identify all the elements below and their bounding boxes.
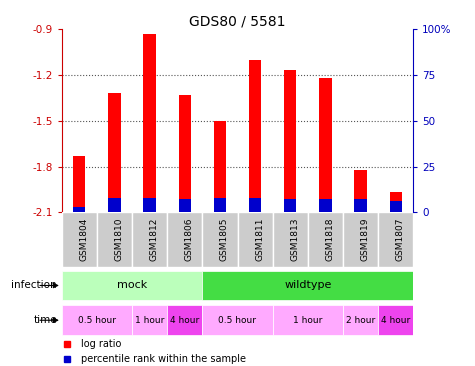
FancyBboxPatch shape [132,212,167,267]
FancyBboxPatch shape [378,305,413,335]
Bar [143,34,156,212]
Text: GSM1807: GSM1807 [396,218,405,261]
FancyBboxPatch shape [167,305,202,335]
Text: mock: mock [117,280,147,291]
Text: GSM1811: GSM1811 [255,218,264,261]
Bar [249,198,261,212]
Bar [214,198,226,212]
Text: GSM1804: GSM1804 [79,218,88,261]
Text: log ratio: log ratio [81,339,122,349]
Bar [390,201,402,212]
FancyBboxPatch shape [62,212,97,267]
FancyBboxPatch shape [202,305,273,335]
Bar [319,199,332,212]
Text: 4 hour: 4 hour [170,316,199,325]
FancyBboxPatch shape [343,212,378,267]
FancyBboxPatch shape [308,212,343,267]
Bar [179,95,191,212]
Bar [390,193,402,212]
Text: GSM1813: GSM1813 [290,218,299,261]
FancyBboxPatch shape [378,212,413,267]
Text: GSM1806: GSM1806 [185,218,194,261]
Text: time: time [33,315,57,325]
Bar [108,93,121,212]
Text: wildtype: wildtype [284,280,332,291]
FancyBboxPatch shape [202,212,238,267]
Text: GSM1812: GSM1812 [150,218,159,261]
Bar [354,169,367,212]
Bar [284,71,296,212]
FancyBboxPatch shape [132,305,167,335]
FancyBboxPatch shape [202,270,413,300]
Text: 0.5 hour: 0.5 hour [78,316,116,325]
FancyBboxPatch shape [97,212,132,267]
Bar [73,156,86,212]
Bar [354,199,367,212]
Text: 1 hour: 1 hour [293,316,323,325]
FancyBboxPatch shape [343,305,378,335]
Text: 1 hour: 1 hour [135,316,164,325]
Text: 2 hour: 2 hour [346,316,375,325]
Bar [214,121,226,212]
Bar [73,207,86,212]
Text: GSM1805: GSM1805 [220,218,229,261]
Text: percentile rank within the sample: percentile rank within the sample [81,354,246,364]
Text: 0.5 hour: 0.5 hour [218,316,256,325]
Text: GSM1818: GSM1818 [325,218,334,261]
FancyBboxPatch shape [238,212,273,267]
FancyBboxPatch shape [273,305,343,335]
FancyBboxPatch shape [62,305,132,335]
Text: infection: infection [11,280,57,291]
Title: GDS80 / 5581: GDS80 / 5581 [189,14,286,28]
Text: 4 hour: 4 hour [381,316,410,325]
Bar [249,60,261,212]
Bar [319,78,332,212]
FancyBboxPatch shape [273,212,308,267]
Bar [284,199,296,212]
FancyBboxPatch shape [62,270,202,300]
Bar [108,198,121,212]
Bar [179,199,191,212]
Text: GSM1810: GSM1810 [114,218,124,261]
Text: GSM1819: GSM1819 [361,218,370,261]
Bar [143,198,156,212]
FancyBboxPatch shape [167,212,202,267]
